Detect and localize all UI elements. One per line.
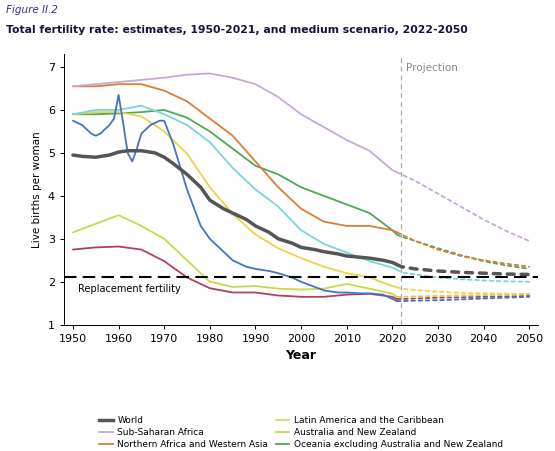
Text: Figure II.2: Figure II.2 [6, 5, 57, 14]
Text: Total fertility rate: estimates, 1950-2021, and medium scenario, 2022-2050: Total fertility rate: estimates, 1950-20… [6, 25, 467, 35]
Y-axis label: Live births per woman: Live births per woman [32, 131, 42, 248]
Text: Projection: Projection [406, 63, 458, 73]
Legend: World, Sub-Saharan Africa, Northern Africa and Western Asia, Central and Souther: World, Sub-Saharan Africa, Northern Afri… [99, 416, 503, 451]
Text: Replacement fertility: Replacement fertility [78, 284, 180, 294]
X-axis label: Year: Year [286, 350, 316, 362]
